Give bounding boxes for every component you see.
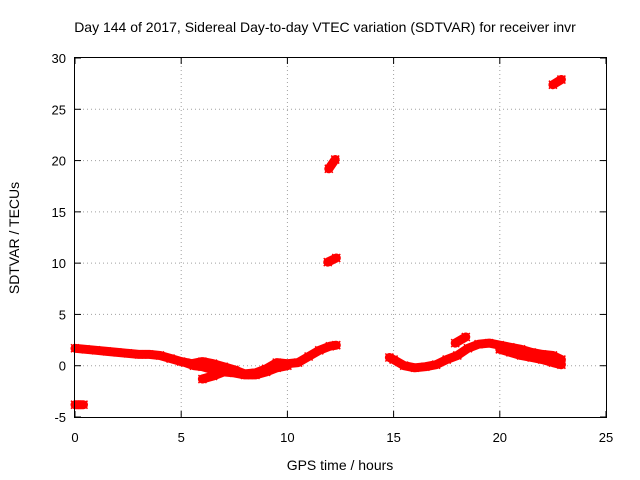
data-point (331, 253, 341, 263)
data-point (166, 354, 176, 364)
data-point (261, 367, 271, 377)
data-point (548, 80, 558, 90)
data-point (314, 345, 324, 355)
data-point (78, 400, 89, 410)
y-axis-label: SDTVAR / TECUs (6, 182, 22, 294)
y-tick-label: 15 (52, 205, 66, 220)
data-point (442, 355, 452, 365)
data-point (134, 349, 144, 359)
x-tick-label: 0 (71, 430, 78, 445)
data-point (180, 358, 190, 368)
data-point (323, 257, 333, 267)
series-band (384, 338, 566, 373)
grid-layer (75, 58, 606, 417)
data-point (410, 363, 420, 373)
data-point (505, 347, 515, 357)
data-point (330, 155, 340, 165)
chart-title: Day 144 of 2017, Sidereal Day-to-day VTE… (74, 19, 576, 35)
data-point (197, 362, 207, 372)
y-tick-label: -5 (54, 410, 66, 425)
data-point (81, 344, 91, 354)
series-segment-10tecu (323, 253, 341, 267)
data-point (272, 363, 282, 373)
series-segment-18h (450, 332, 471, 348)
x-tick-label: 25 (599, 430, 613, 445)
data-point (452, 350, 462, 360)
data-point (420, 362, 430, 372)
data-point (229, 368, 239, 378)
data-point (189, 361, 199, 371)
series-layer (70, 75, 566, 410)
data-point (389, 355, 399, 365)
data-point (527, 352, 537, 363)
x-tick-label: 15 (386, 430, 400, 445)
data-point (399, 361, 409, 371)
x-tick-label: 20 (493, 430, 507, 445)
data-point (461, 332, 471, 342)
data-point (251, 370, 261, 380)
y-tick-label: 5 (59, 307, 66, 322)
series-main-track-1 (70, 340, 341, 379)
data-point (304, 351, 314, 362)
data-point (155, 350, 165, 360)
data-point (197, 374, 207, 384)
data-point (112, 347, 123, 357)
data-point (324, 164, 334, 174)
x-tick-label: 10 (280, 430, 294, 445)
data-point (240, 370, 250, 380)
data-point (484, 338, 494, 348)
data-point (282, 361, 292, 371)
y-tick-label: 10 (52, 256, 66, 271)
series-segment-offset-low (70, 400, 89, 410)
series-main-track-5 (495, 344, 566, 370)
data-point (556, 360, 566, 370)
y-tick-label: 25 (52, 102, 66, 117)
x-axis-label: GPS time / hours (287, 457, 394, 473)
series-segment-27tecu (548, 75, 566, 90)
series-band (70, 340, 341, 379)
data-point (91, 345, 101, 355)
data-point (516, 350, 526, 360)
data-point (450, 338, 460, 348)
data-point (537, 355, 547, 365)
data-point (548, 358, 558, 368)
data-point (208, 371, 218, 381)
y-tick-label: 30 (52, 51, 66, 66)
data-point (474, 339, 484, 349)
y-tick-label: 20 (52, 154, 66, 169)
data-point (123, 348, 133, 358)
series-segment-19tecu (324, 155, 340, 174)
data-point (331, 340, 341, 350)
data-point (431, 360, 441, 370)
plot-frame (74, 57, 607, 418)
series-main-track-3 (197, 361, 292, 384)
data-point (495, 344, 505, 354)
data-point (102, 346, 112, 356)
data-point (556, 75, 566, 85)
x-tick-label: 5 (178, 430, 185, 445)
y-tick-label: 0 (59, 359, 66, 374)
data-point (293, 358, 303, 368)
data-point (219, 367, 229, 377)
data-point (463, 343, 473, 353)
data-point (144, 349, 154, 359)
tick-layer: 0 5 10 15 20 25 -5 0 5 10 15 20 25 30 (52, 51, 614, 445)
